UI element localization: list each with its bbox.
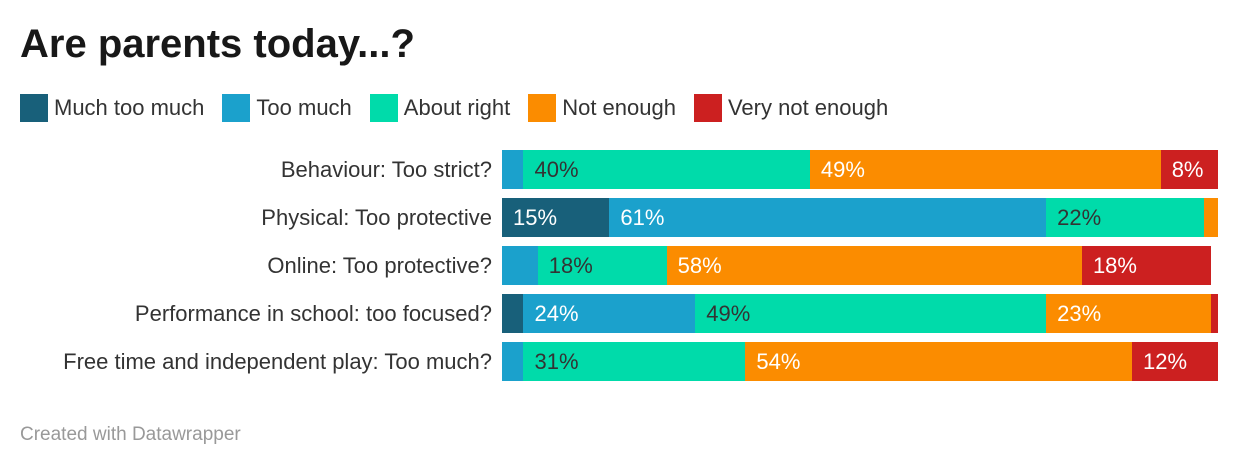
bar-row: Free time and independent play: Too much… bbox=[0, 342, 1240, 381]
legend-label: Too much bbox=[256, 95, 352, 120]
legend-item: Not enough bbox=[528, 94, 676, 122]
legend: Much too much Too much About right Not enou… bbox=[20, 94, 888, 122]
category-label: Physical: Too protective bbox=[261, 205, 492, 230]
data-label: 24% bbox=[534, 301, 579, 326]
bar-segment: 61% bbox=[609, 198, 1047, 237]
legend-item: Too much bbox=[222, 94, 352, 122]
legend-swatch bbox=[369, 94, 398, 122]
legend-label: Not enough bbox=[562, 95, 676, 120]
bar-segment bbox=[1210, 294, 1218, 333]
bar-segment bbox=[1203, 198, 1218, 237]
data-label: 58% bbox=[677, 253, 722, 278]
bar-segment: 23% bbox=[1046, 294, 1211, 333]
bar-row: Physical: Too protective 15% 61% 22% bbox=[0, 198, 1240, 237]
data-label: 40% bbox=[534, 157, 579, 182]
bar-row: Behaviour: Too strict? 40% 49% 8% bbox=[0, 150, 1240, 189]
stacked-bar: 40% 49% 8% bbox=[502, 150, 1218, 189]
data-label: 23% bbox=[1057, 301, 1102, 326]
legend-item: Much too much bbox=[20, 94, 204, 122]
category-label: Free time and independent play: Too much… bbox=[63, 349, 492, 374]
data-label: 15% bbox=[513, 205, 558, 230]
bar-segment: 18% bbox=[1081, 246, 1211, 285]
bar-row: Performance in school: too focused? 24% 49… bbox=[0, 294, 1240, 333]
data-label: 54% bbox=[756, 349, 801, 374]
legend-label: Much too much bbox=[54, 95, 205, 120]
stacked-bar: 15% 61% 22% bbox=[502, 198, 1218, 237]
stacked-bar: 24% 49% 23% bbox=[502, 294, 1218, 333]
bar-segment: 58% bbox=[666, 246, 1082, 285]
bar-segment bbox=[502, 294, 524, 333]
bar-segment: 49% bbox=[809, 150, 1161, 189]
bar-row: Online: Too protective? 18% 58% 18% bbox=[0, 246, 1240, 285]
data-label: 49% bbox=[820, 157, 865, 182]
bar-segment: 15% bbox=[502, 198, 610, 237]
category-label: Performance in school: too focused? bbox=[134, 301, 492, 326]
legend-label: About right bbox=[403, 95, 511, 120]
category-label: Online: Too protective? bbox=[267, 253, 492, 278]
legend-item: About right bbox=[369, 94, 511, 122]
bar-segment bbox=[502, 246, 538, 285]
data-label: 18% bbox=[1092, 253, 1137, 278]
data-label: 12% bbox=[1143, 349, 1188, 374]
data-label: 22% bbox=[1057, 205, 1102, 230]
bar-segment: 22% bbox=[1046, 198, 1204, 237]
bar-segment: 18% bbox=[537, 246, 667, 285]
stacked-bar: 31% 54% 12% bbox=[502, 342, 1218, 381]
data-label: 8% bbox=[1171, 157, 1204, 182]
data-label: 31% bbox=[534, 349, 579, 374]
bar-segment: 40% bbox=[523, 150, 810, 189]
legend-swatch bbox=[528, 94, 557, 122]
bar-segment: 49% bbox=[695, 294, 1047, 333]
stacked-bar: 18% 58% 18% bbox=[502, 246, 1218, 285]
bar-segment: 8% bbox=[1160, 150, 1218, 189]
data-label: 18% bbox=[548, 253, 593, 278]
legend-label: Very not enough bbox=[727, 95, 889, 120]
bar-segment: 31% bbox=[523, 342, 746, 381]
data-label: 49% bbox=[706, 301, 751, 326]
bar-segment: 54% bbox=[745, 342, 1133, 381]
legend-swatch bbox=[222, 94, 251, 122]
chart-title: Are parents today...? bbox=[20, 22, 415, 66]
footer-credit[interactable]: Created with Datawrapper bbox=[20, 424, 241, 445]
bar-segment bbox=[502, 150, 524, 189]
data-label: 61% bbox=[620, 205, 665, 230]
bar-segment bbox=[502, 342, 524, 381]
legend-item: Very not enough bbox=[693, 94, 889, 122]
legend-swatch bbox=[20, 94, 48, 122]
category-label: Behaviour: Too strict? bbox=[280, 157, 492, 182]
legend-swatch bbox=[693, 94, 722, 122]
bar-segment: 24% bbox=[523, 294, 696, 333]
bar-segment: 12% bbox=[1132, 342, 1218, 381]
